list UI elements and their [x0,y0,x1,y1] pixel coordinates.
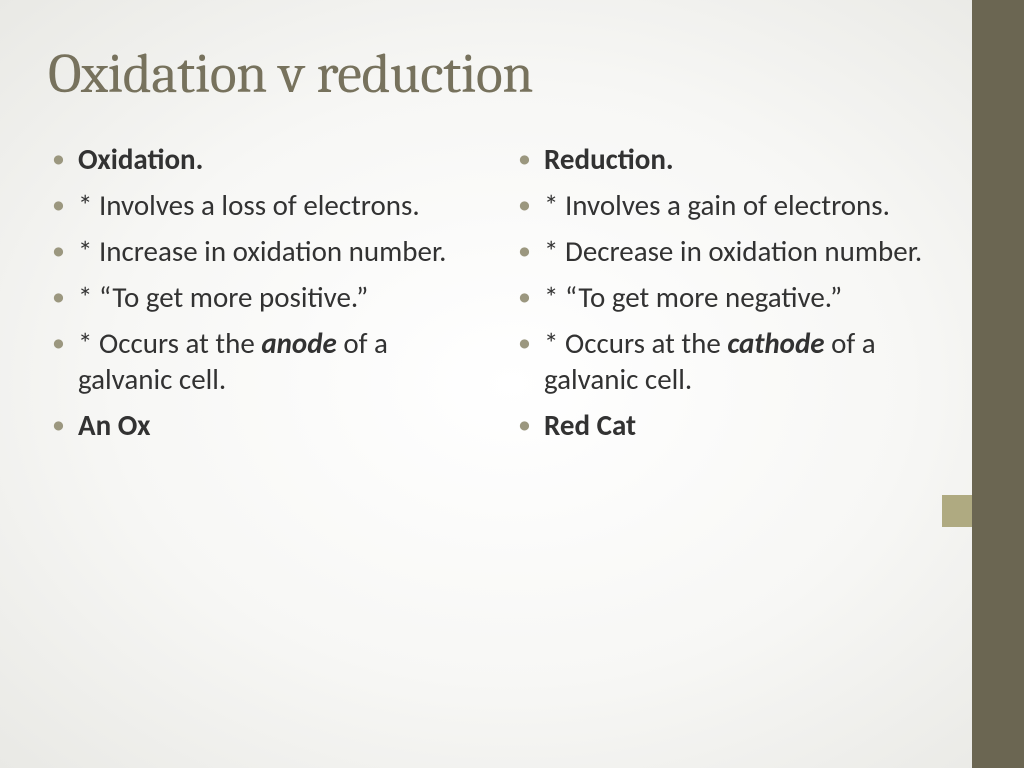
text-pre: * Occurs at the [78,325,261,361]
text-em: cathode [727,325,824,361]
heading-text: Reduction. [544,141,674,177]
list-item: * Occurs at the anode of a galvanic cell… [48,326,474,398]
heading-text: Oxidation. [78,141,203,177]
list-item: * “To get more negative.” [514,280,940,316]
list-item: * Involves a loss of electrons. [48,188,474,224]
list-item: Oxidation. [48,142,474,178]
text-pre: * Occurs at the [544,325,727,361]
column-oxidation: Oxidation. * Involves a loss of electron… [48,142,474,454]
list-item: * Decrease in oxidation number. [514,234,940,270]
list-item: An Ox [48,408,474,444]
reduction-list: Reduction. * Involves a gain of electron… [514,142,940,444]
list-item: * “To get more positive.” [48,280,474,316]
list-item: Red Cat [514,408,940,444]
list-item: * Occurs at the cathode of a galvanic ce… [514,326,940,398]
list-item: * Involves a gain of electrons. [514,188,940,224]
slide-title: Oxidation v reduction [48,42,940,106]
column-reduction: Reduction. * Involves a gain of electron… [514,142,940,454]
slide-body: Oxidation v reduction Oxidation. * Invol… [0,0,940,768]
mnemonic-text: An Ox [78,407,150,443]
decorative-sidebar [972,0,1024,768]
content-columns: Oxidation. * Involves a loss of electron… [48,142,940,454]
text-em: anode [261,325,336,361]
list-item: * Increase in oxidation number. [48,234,474,270]
decorative-notch [942,495,972,527]
mnemonic-text: Red Cat [544,407,636,443]
list-item: Reduction. [514,142,940,178]
oxidation-list: Oxidation. * Involves a loss of electron… [48,142,474,444]
